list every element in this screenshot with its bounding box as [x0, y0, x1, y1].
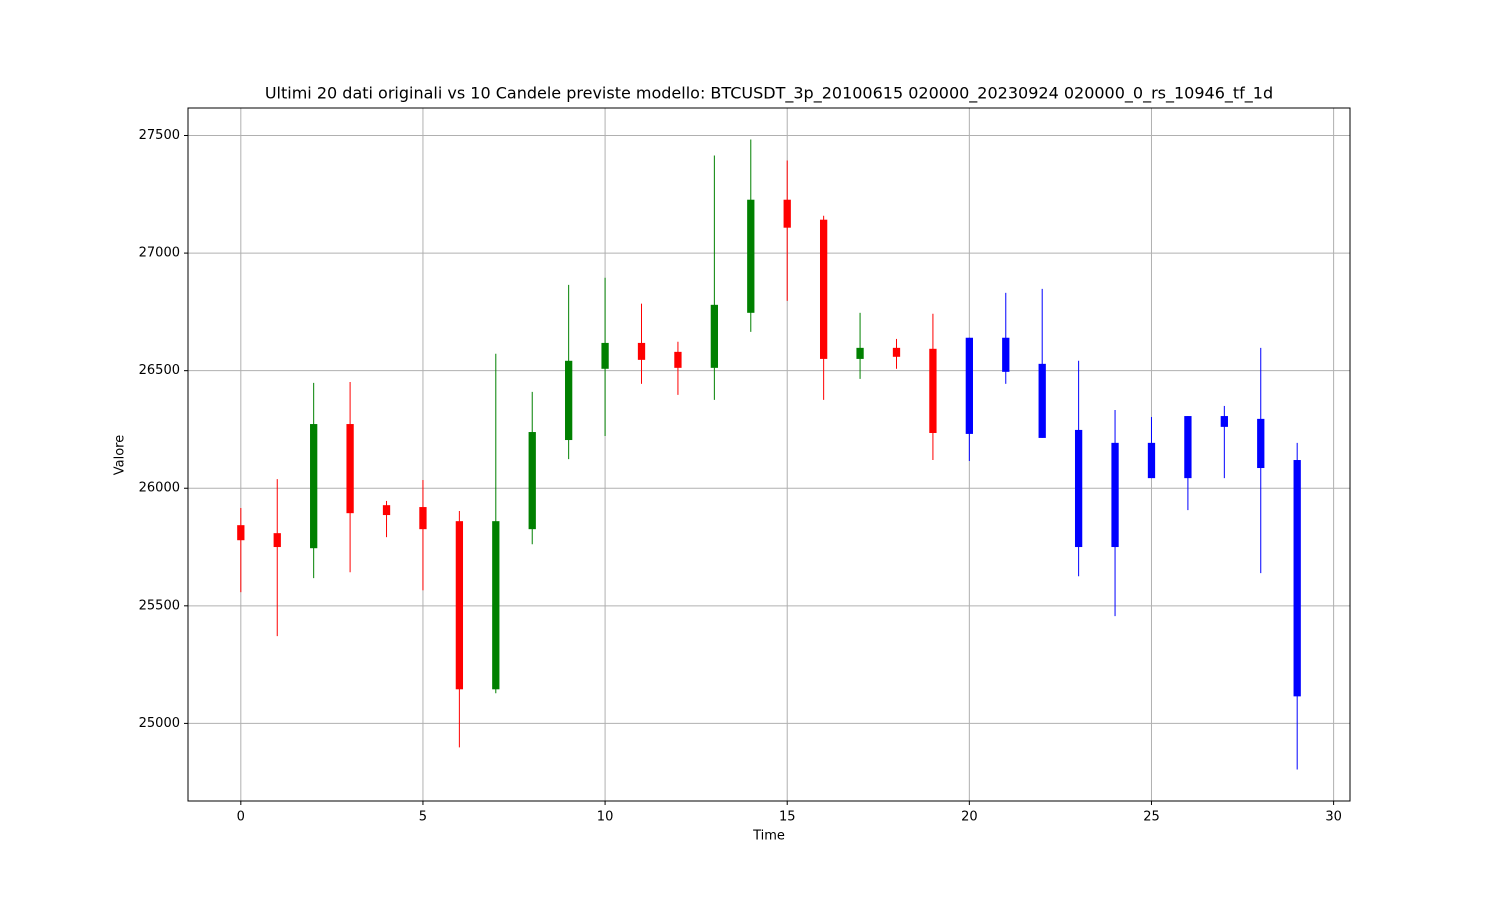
candle-body	[929, 348, 937, 433]
candle-body	[1257, 418, 1265, 469]
y-tick-label: 25000	[139, 716, 180, 731]
candle-body	[856, 347, 864, 359]
x-tick-label: 10	[597, 810, 614, 825]
candle-body	[1293, 460, 1301, 697]
candle-body	[1074, 429, 1083, 548]
candle-body	[1002, 337, 1010, 372]
candle-body	[892, 347, 901, 357]
x-tick-label: 0	[237, 810, 245, 825]
candle-body	[819, 219, 828, 359]
x-tick-label: 15	[779, 810, 796, 825]
candle-body	[382, 505, 391, 516]
candle-body	[747, 199, 755, 313]
candle-body	[674, 351, 682, 368]
x-tick-label: 30	[1325, 810, 1342, 825]
candle-body	[637, 342, 646, 360]
candle-body	[528, 432, 536, 530]
y-tick-label: 26500	[139, 363, 180, 378]
x-tick-label: 20	[961, 810, 978, 825]
y-tick-label: 26000	[139, 481, 180, 496]
x-tick-label: 25	[1143, 810, 1160, 825]
candle-body	[492, 521, 500, 690]
y-axis-label: Valore	[113, 435, 128, 475]
candle-body	[565, 360, 573, 441]
y-tick-label: 27000	[139, 246, 180, 261]
candle-body	[419, 507, 427, 530]
candle-body	[1147, 442, 1156, 479]
candle-body	[965, 337, 973, 434]
candle-body	[1220, 416, 1228, 427]
candle-body	[346, 424, 354, 514]
candle-body	[273, 533, 281, 548]
candle-body	[1111, 442, 1119, 548]
candle-body	[601, 342, 609, 369]
candle-body	[1038, 363, 1046, 438]
x-tick-label: 5	[419, 810, 427, 825]
y-tick-label: 27500	[139, 128, 180, 143]
x-axis-label: Time	[752, 829, 785, 844]
candle-body	[237, 525, 245, 541]
candle-body	[310, 424, 318, 549]
candle-body	[710, 304, 719, 368]
candle-body	[455, 521, 464, 690]
plot-frame	[187, 107, 1351, 802]
y-tick-label: 25500	[139, 598, 180, 613]
chart-title: Ultimi 20 dati originali vs 10 Candele p…	[265, 84, 1273, 104]
candle-body	[1184, 416, 1192, 479]
candle-body	[783, 199, 791, 228]
